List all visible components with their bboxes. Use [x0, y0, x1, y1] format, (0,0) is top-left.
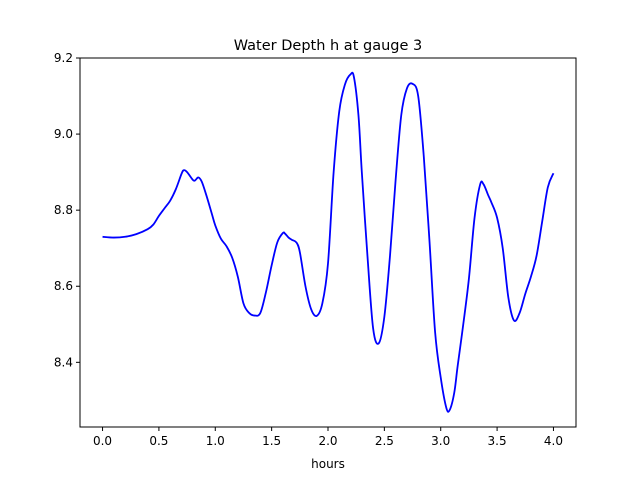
plot-area [80, 58, 576, 427]
y-tick-label: 8.6 [54, 279, 73, 293]
x-tick-label: 2.5 [375, 434, 394, 448]
x-tick-label: 3.5 [488, 434, 507, 448]
y-tick-label: 8.8 [54, 203, 73, 217]
x-axis: 0.0 0.5 1.0 1.5 2.0 2.5 3.0 3.5 4.0 [93, 427, 563, 448]
x-axis-label: hours [311, 457, 345, 471]
chart-title: Water Depth h at gauge 3 [234, 38, 422, 54]
x-tick-label: 2.0 [318, 434, 337, 448]
plot-frame [79, 57, 577, 428]
y-tick-label: 9.0 [54, 127, 73, 141]
y-axis: 8.4 8.6 8.8 9.0 9.2 [54, 51, 80, 369]
series-line [102, 71, 555, 413]
x-tick-label: 1.5 [262, 434, 281, 448]
x-tick-label: 0.0 [93, 434, 112, 448]
x-tick-label: 3.0 [431, 434, 450, 448]
x-tick-label: 4.0 [544, 434, 563, 448]
y-tick-label: 8.4 [54, 355, 73, 369]
y-tick-label: 9.2 [54, 51, 73, 65]
x-tick-label: 1.0 [206, 434, 225, 448]
x-tick-label: 0.5 [149, 434, 168, 448]
